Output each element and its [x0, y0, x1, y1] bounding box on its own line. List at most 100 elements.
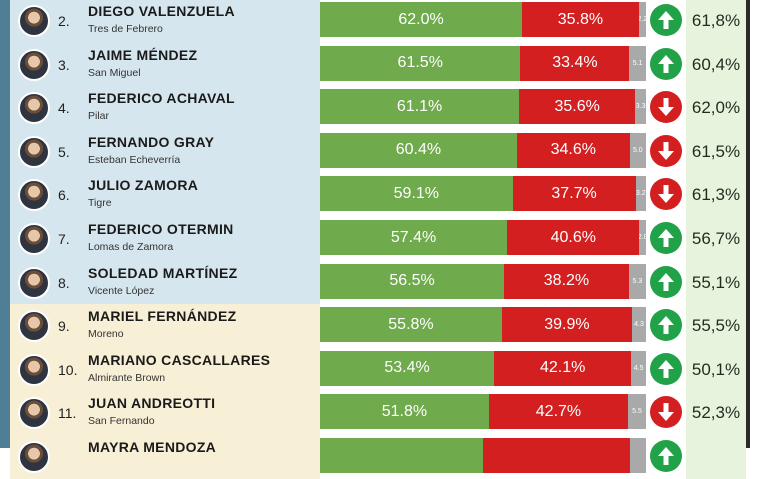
candidate-name: DIEGO VALENZUELA: [88, 3, 235, 19]
bar-segment-other: 3.2: [635, 176, 646, 212]
bar-segment-green: 61.1%: [320, 89, 520, 125]
previous-percentage: [686, 435, 746, 479]
bar-segment-red: 42.7%: [488, 394, 629, 430]
bar-segment-green: 56.5%: [320, 263, 505, 299]
arrow-down-icon: [650, 91, 682, 124]
candidate-name: JUAN ANDREOTTI: [88, 395, 216, 412]
previous-percentage: 61,3%: [686, 173, 746, 218]
bar-segment-green: 61.5%: [320, 45, 521, 81]
rank-number: 4.: [58, 100, 70, 117]
avatar: [18, 92, 50, 125]
district-name: San Miguel: [88, 66, 141, 79]
avatar: [18, 5, 50, 37]
district-name: Lomas de Zamora: [88, 241, 174, 253]
district-name: San Fernando: [88, 415, 155, 428]
stacked-bar: 59.1% 37.7% 3.2: [320, 176, 646, 212]
district-name: Pilar: [88, 110, 110, 123]
avatar: [18, 135, 50, 168]
rank-number: 11.: [58, 405, 77, 422]
rank-number: 10.: [58, 361, 78, 378]
bar-segment-red: 33.4%: [520, 45, 630, 81]
avatar: [18, 397, 50, 430]
arrow-up-icon: [650, 309, 682, 342]
candidate-name: MARIEL FERNÁNDEZ: [88, 308, 237, 325]
rank-number: 7.: [58, 231, 70, 247]
avatar: [18, 441, 50, 473]
bar-segment-other: 2.2: [638, 2, 646, 37]
district-name: Almirante Brown: [88, 371, 166, 384]
bar-segment-green: 55.8%: [320, 307, 502, 343]
previous-percentage: 55,1%: [686, 260, 746, 305]
previous-percentage: 55,5%: [686, 304, 746, 349]
table-row: 3. JAIME MÉNDEZ San Miguel 61.5% 33.4% 5.1 60,…: [10, 42, 746, 87]
bar-segment-red: 39.9%: [501, 307, 632, 343]
stacked-bar: 53.4% 42.1% 4.5: [320, 350, 646, 386]
table-row: 10. MARIANO CASCALLARES Almirante Brown 53.…: [10, 347, 746, 392]
bar-segment-other: 5.5: [628, 394, 646, 430]
candidate-band: 9. MARIEL FERNÁNDEZ Moreno: [10, 304, 320, 349]
table-row: 5. FERNANDO GRAY Esteban Echeverría 60.4% 34…: [10, 129, 746, 174]
table-row: MAYRA MENDOZA: [10, 435, 746, 479]
avatar: [18, 223, 50, 255]
previous-percentage: 56,7%: [686, 217, 746, 261]
table-row: 4. FEDERICO ACHAVAL Pilar 61.1% 35.6% 3.3 62,0…: [10, 86, 746, 131]
bar-segment-green: 59.1%: [320, 176, 513, 212]
arrow-down-icon: [650, 134, 682, 167]
rank-number: 2.: [58, 13, 70, 29]
avatar: [18, 48, 50, 81]
bar-segment-green: 62.0%: [320, 2, 523, 37]
district-name: Tigre: [88, 197, 112, 210]
candidate-band: 11. JUAN ANDREOTTI San Fernando: [10, 391, 320, 436]
bar-segment-green: 60.4%: [320, 132, 517, 168]
candidate-name: FEDERICO OTERMIN: [88, 221, 234, 237]
bar-segment-green: 51.8%: [320, 394, 489, 430]
avatar: [18, 179, 50, 212]
bar-segment-red: 40.6%: [507, 220, 640, 255]
stacked-bar: 55.8% 39.9% 4.3: [320, 307, 646, 343]
bar-segment-other: 3.3: [635, 89, 646, 125]
rank-number: 9.: [58, 318, 70, 335]
bar-segment-red: 34.6%: [516, 132, 630, 168]
candidate-name: MARIANO CASCALLARES: [88, 351, 271, 368]
bar-segment-other: 4.3: [631, 307, 646, 343]
candidate-band: 5. FERNANDO GRAY Esteban Echeverría: [10, 129, 320, 174]
table-row: 7. FEDERICO OTERMIN Lomas de Zamora 57.4% 40…: [10, 217, 746, 261]
bar-segment-red: 38.2%: [504, 263, 629, 299]
candidate-name: JAIME MÉNDEZ: [88, 46, 198, 63]
stacked-bar: 56.5% 38.2% 5.3: [320, 263, 646, 299]
arrow-up-icon: [650, 440, 682, 472]
arrow-down-icon: [650, 178, 682, 211]
candidate-band: 8. SOLEDAD MARTÍNEZ Vicente López: [10, 260, 320, 305]
ranking-table: 2. DIEGO VALENZUELA Tres de Febrero 62.0% 35…: [10, 0, 746, 479]
previous-percentage: 61,8%: [686, 0, 746, 43]
bar-segment-green: 57.4%: [320, 220, 508, 255]
right-margin: [750, 0, 780, 448]
candidate-band: 3. JAIME MÉNDEZ San Miguel: [10, 42, 320, 87]
candidate-name: FERNANDO GRAY: [88, 133, 215, 150]
bar-segment-other: 4.5: [631, 350, 646, 386]
bar-segment-green: 53.4%: [320, 350, 495, 386]
bar-segment-red: [483, 438, 630, 473]
stacked-bar: 51.8% 42.7% 5.5: [320, 394, 646, 430]
bar-segment-other: 2.0: [639, 220, 646, 255]
bar-segment-other: 5.3: [628, 263, 646, 299]
table-row: 11. JUAN ANDREOTTI San Fernando 51.8% 42.7% 5…: [10, 391, 746, 436]
previous-percentage: 52,3%: [686, 391, 746, 436]
arrow-up-icon: [650, 222, 682, 254]
candidate-band: MAYRA MENDOZA: [10, 435, 320, 479]
table-row: 9. MARIEL FERNÁNDEZ Moreno 55.8% 39.9% 4.3 55,…: [10, 304, 746, 349]
previous-percentage: 62,0%: [686, 86, 746, 131]
table-row: 8. SOLEDAD MARTÍNEZ Vicente López 56.5% 38.2…: [10, 260, 746, 305]
rank-number: 6.: [58, 187, 70, 204]
left-edge-strip: [0, 0, 10, 448]
district-name: Vicente López: [88, 284, 155, 297]
candidate-name: FEDERICO ACHAVAL: [88, 90, 235, 107]
bar-segment-green: [320, 438, 483, 473]
stacked-bar: 57.4% 40.6% 2.0: [320, 220, 646, 255]
rank-number: 8.: [58, 274, 70, 291]
stacked-bar: [320, 438, 646, 473]
previous-percentage: 61,5%: [686, 129, 746, 174]
arrow-down-icon: [650, 396, 682, 429]
bar-segment-red: 35.8%: [522, 2, 639, 37]
previous-percentage: 50,1%: [686, 347, 746, 392]
